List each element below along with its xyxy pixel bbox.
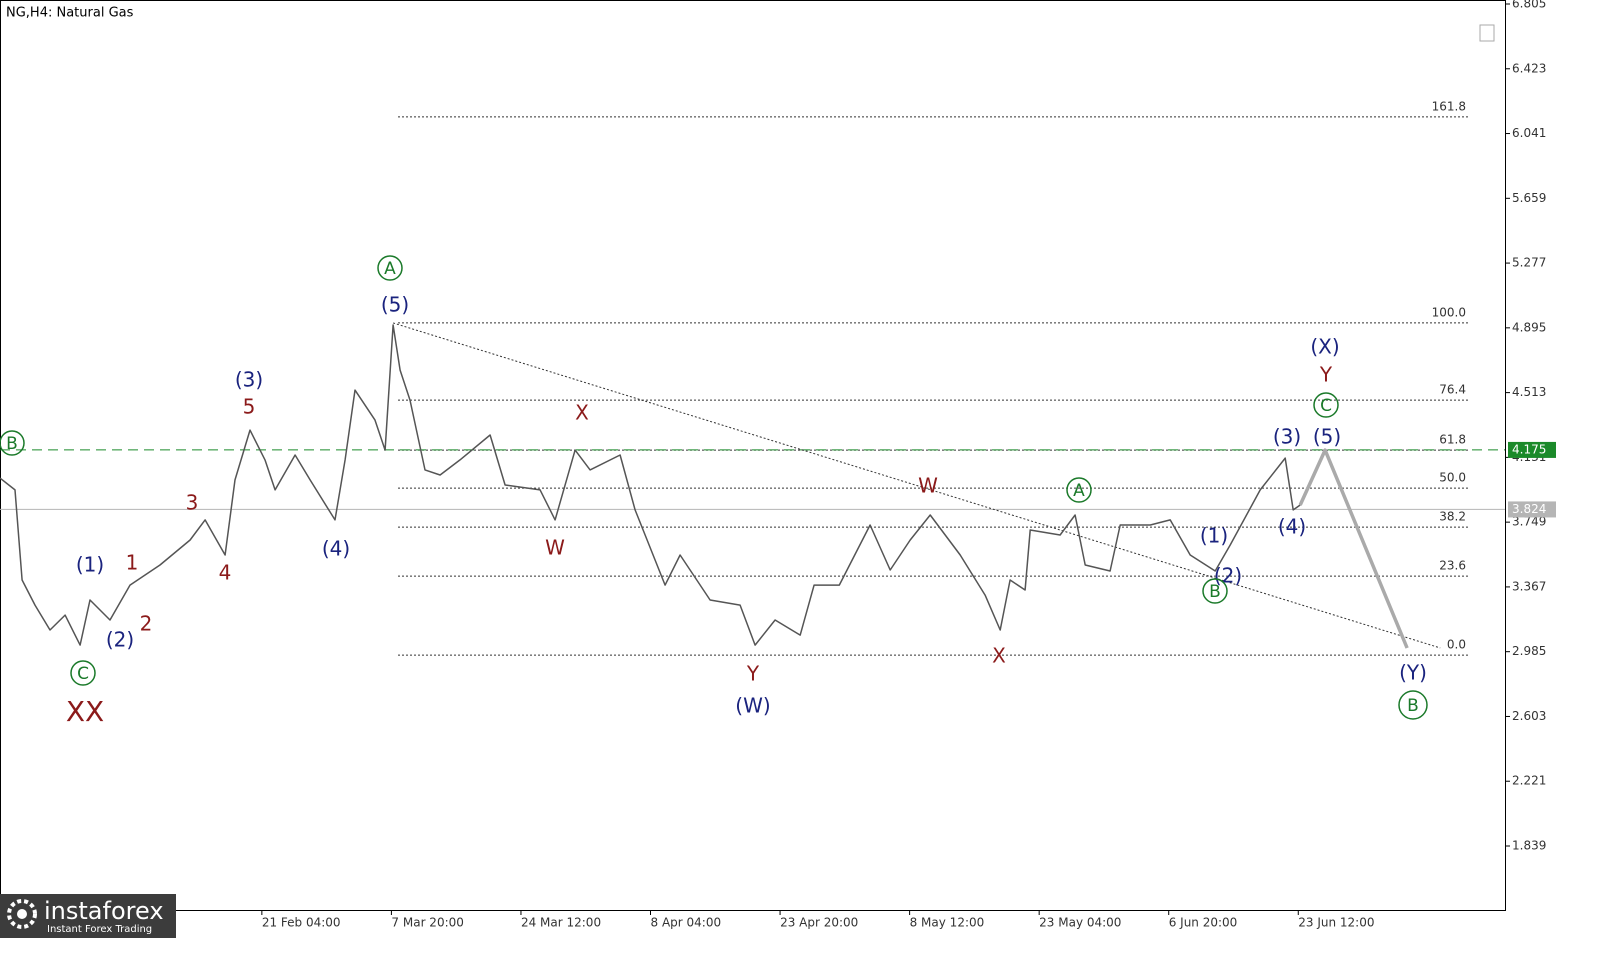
wave-label: 2: [140, 612, 153, 636]
logo: instaforex Instant Forex Trading: [0, 894, 176, 938]
y-tick-label: 4.895: [1512, 320, 1546, 334]
wave-label: C: [1320, 396, 1332, 416]
wave-label: B: [1209, 582, 1221, 602]
fib-label: 50.0: [1439, 471, 1466, 485]
wave-label: W: [918, 474, 938, 498]
wave-label: (4): [322, 537, 350, 561]
x-tick-label: 23 Apr 20:00: [780, 916, 858, 930]
fib-label: 100.0: [1432, 305, 1466, 319]
fib-label: 23.6: [1439, 559, 1466, 573]
y-tick-label: 2.985: [1512, 644, 1546, 658]
logo-icon: [17, 909, 27, 919]
wave-label: (3): [235, 368, 263, 392]
wave-label: (X): [1310, 335, 1339, 359]
price-tag: [1508, 441, 1556, 458]
x-tick-label: 23 May 04:00: [1039, 916, 1121, 930]
wave-label: W: [545, 536, 565, 560]
y-tick-label: 6.041: [1512, 126, 1546, 140]
logo-background: [0, 894, 176, 938]
wave-label: (3): [1273, 425, 1301, 449]
wave-label: B: [6, 434, 18, 454]
price-line-series: [0, 324, 1301, 646]
y-tick-label: 5.659: [1512, 191, 1546, 205]
y-tick-label: 6.805: [1512, 0, 1546, 11]
y-tick-label: 6.423: [1512, 61, 1546, 75]
wave-label: 1: [126, 551, 139, 575]
wave-label: (W): [735, 694, 770, 718]
wave-label: Y: [1319, 363, 1333, 387]
y-tick-label: 3.749: [1512, 515, 1546, 529]
wave-label: (Y): [1399, 661, 1427, 685]
wave-label: 5: [243, 395, 256, 419]
wave-label: 4: [219, 561, 232, 585]
price-tag-label: 3.824: [1512, 502, 1546, 516]
x-tick-label: 21 Feb 04:00: [262, 916, 341, 930]
trendline: [392, 322, 1441, 649]
wave-circle: [70, 660, 96, 686]
wave-label: (2): [106, 628, 134, 652]
x-tick-label: 24 Mar 12:00: [521, 916, 601, 930]
wave-label: (2): [1214, 564, 1242, 588]
wave-label: XX: [66, 695, 104, 728]
price-line-series: [1298, 448, 1409, 649]
wave-circle: [1066, 477, 1092, 503]
chart-title: NG,H4: Natural Gas: [6, 6, 134, 21]
y-tick-label: 2.603: [1512, 709, 1546, 723]
wave-circle: [377, 255, 403, 281]
wave-circle: [0, 430, 25, 456]
wave-label: (1): [1200, 524, 1228, 548]
fib-label: 0.0: [1447, 638, 1466, 652]
wave-label: A: [1073, 481, 1085, 501]
logo-tagline: Instant Forex Trading: [47, 924, 152, 935]
wave-label: A: [384, 259, 396, 279]
price-tag: [1508, 501, 1556, 518]
logo-icon: [7, 899, 37, 929]
wave-label: X: [575, 401, 589, 425]
fib-label: 161.8: [1432, 99, 1466, 113]
wave-circle: [1313, 392, 1339, 418]
plot-frame: [0, 0, 1506, 911]
fib-label: 61.8: [1439, 433, 1466, 447]
x-tick-label: 8 Apr 04:00: [651, 916, 722, 930]
wave-label: (1): [76, 553, 104, 577]
fib-label: 76.4: [1439, 383, 1466, 397]
wave-label: X: [992, 644, 1006, 668]
logo-name: instaforex: [44, 897, 164, 925]
y-tick-label: 4.513: [1512, 385, 1546, 399]
wave-label: (5): [381, 293, 409, 317]
wave-label: Y: [746, 662, 760, 686]
wave-label: 3: [186, 491, 199, 515]
wave-circle: [1202, 578, 1228, 604]
wave-label: (5): [1313, 425, 1341, 449]
toolbar-icon[interactable]: [1479, 24, 1495, 42]
wave-label: B: [1407, 696, 1419, 716]
x-tick-label: 6 Jun 20:00: [1169, 916, 1238, 930]
x-tick-label: 23 Jun 12:00: [1298, 916, 1374, 930]
x-tick-label: 7 Mar 20:00: [391, 916, 464, 930]
y-tick-label: 5.277: [1512, 256, 1546, 270]
price-tag-label: 4.175: [1512, 442, 1546, 456]
y-tick-label: 3.367: [1512, 579, 1546, 593]
y-tick-label: 1.839: [1512, 838, 1546, 852]
wave-label: C: [77, 664, 89, 684]
wave-circle: [1398, 690, 1428, 720]
x-tick-label: 8 May 12:00: [910, 916, 985, 930]
fib-label: 38.2: [1439, 510, 1466, 524]
y-tick-label: 2.221: [1512, 774, 1546, 788]
wave-label: (4): [1278, 515, 1306, 539]
